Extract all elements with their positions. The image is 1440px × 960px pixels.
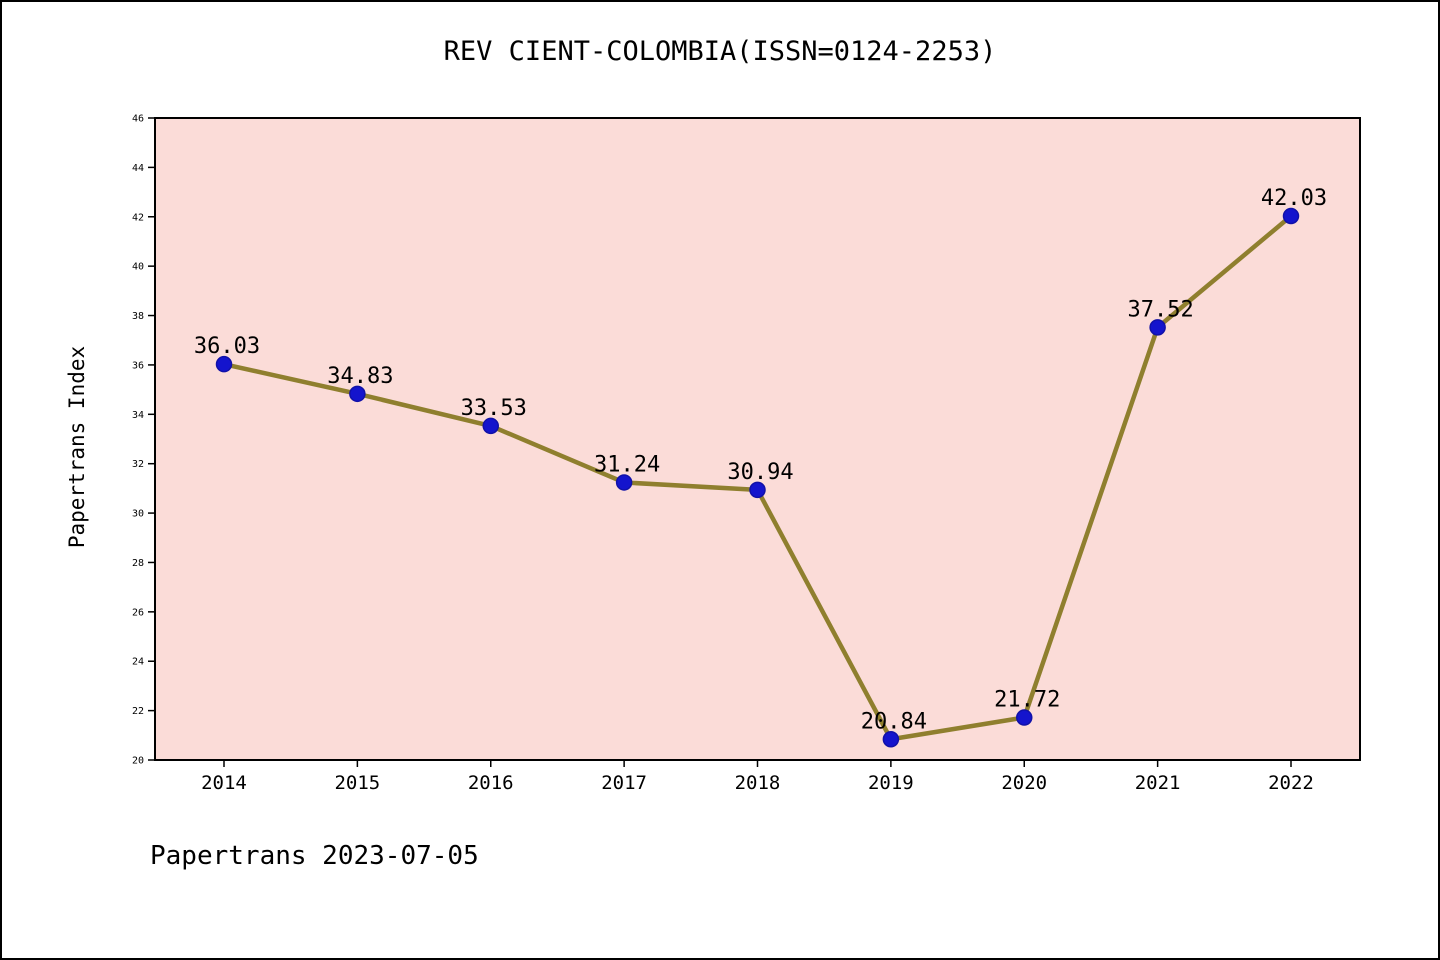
x-tick-label: 2015 [334, 772, 380, 794]
y-tick-label: 42 [132, 212, 144, 223]
y-axis-label: Papertrans Index [65, 346, 89, 548]
y-tick-label: 36 [132, 360, 144, 371]
data-point-label: 31.24 [594, 452, 660, 477]
data-point-label: 30.94 [727, 460, 793, 485]
data-point [349, 385, 366, 403]
data-point-label: 34.83 [327, 364, 393, 389]
x-tick-label: 2016 [468, 772, 514, 794]
x-tick-label: 2017 [601, 772, 647, 794]
data-point-label: 36.03 [194, 334, 260, 359]
y-tick-label: 46 [132, 114, 144, 125]
series-markers: 36.03 34.83 33.53 31.24 30.94 20.84 21.72 37.52… [194, 186, 1327, 748]
y-axis-ticks: 20 22 24 26 28 30 32 34 36 38 40 42 44 46 [132, 114, 155, 767]
data-point [1149, 319, 1166, 336]
y-tick-label: 38 [132, 311, 144, 322]
data-point [749, 481, 766, 499]
x-tick-label: 2020 [1001, 772, 1047, 794]
y-tick-label: 40 [132, 262, 144, 273]
x-tick-label: 2021 [1135, 772, 1181, 794]
y-tick-label: 26 [132, 607, 144, 618]
y-tick-label: 24 [132, 657, 144, 668]
y-tick-label: 28 [132, 558, 144, 569]
data-point [882, 731, 900, 748]
x-tick-label: 2018 [735, 772, 781, 794]
plot-background [154, 117, 1361, 761]
data-point [1282, 207, 1300, 225]
y-tick-label: 22 [132, 706, 144, 717]
y-tick-label: 30 [132, 509, 144, 520]
footer-text: Papertrans 2023-07-05 [150, 841, 479, 871]
y-tick-label: 32 [132, 459, 144, 470]
data-point-label: 42.03 [1261, 186, 1327, 211]
x-tick-label: 2014 [201, 772, 247, 794]
data-point-label: 21.72 [994, 688, 1060, 713]
y-tick-label: 20 [132, 756, 144, 767]
data-point-label: 20.84 [861, 709, 927, 734]
data-point [1016, 709, 1033, 726]
data-point-label: 33.53 [461, 396, 527, 421]
chart-title: REV CIENT-COLOMBIA(ISSN=0124-2253) [444, 36, 997, 67]
x-tick-label: 2022 [1268, 772, 1314, 794]
data-point-label: 37.52 [1128, 297, 1194, 322]
data-point [615, 474, 633, 491]
y-tick-label: 44 [132, 163, 144, 174]
y-tick-label: 34 [132, 410, 144, 421]
data-point [215, 355, 233, 373]
x-axis-ticks: 2014 2015 2016 2017 2018 2019 2020 2021 2022 [201, 760, 1314, 794]
x-tick-label: 2019 [868, 772, 914, 794]
data-point [482, 417, 499, 435]
